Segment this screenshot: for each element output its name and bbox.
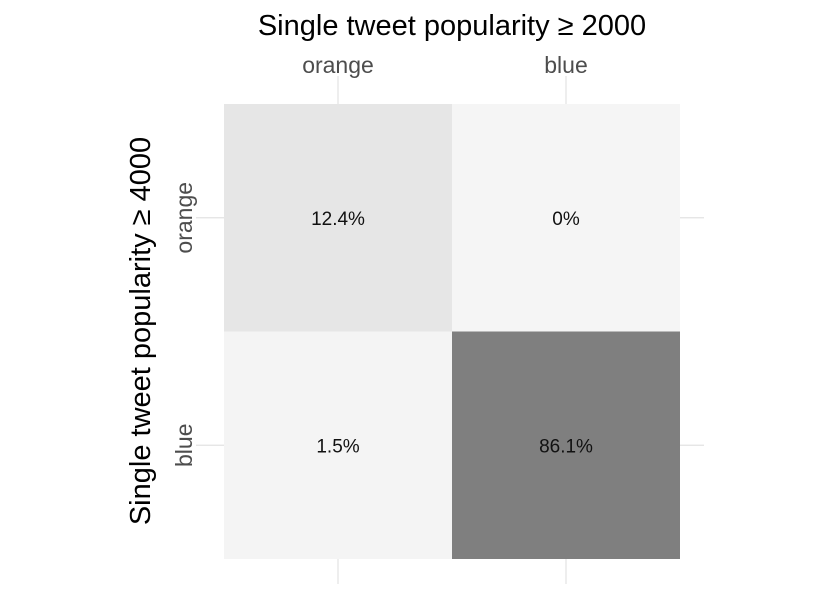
x-axis-title: Single tweet popularity ≥ 2000 bbox=[258, 10, 646, 42]
y-axis-tick-labels: orange blue bbox=[171, 182, 197, 467]
cell-label-blue-orange: 1.5% bbox=[316, 436, 359, 457]
cell-labels: 12.4% 0% 1.5% 86.1% bbox=[311, 209, 593, 458]
heatmap-cells bbox=[224, 104, 680, 559]
x-axis-tick-labels: orange blue bbox=[302, 52, 588, 78]
x-tick-label-blue: blue bbox=[544, 52, 587, 78]
cell-label-orange-orange: 12.4% bbox=[311, 209, 365, 230]
y-axis-title: Single tweet popularity ≥ 4000 bbox=[125, 137, 157, 525]
heatmap-cell-orange-orange bbox=[224, 104, 452, 332]
heatmap-cell-blue-orange bbox=[224, 331, 452, 559]
x-tick-label-orange: orange bbox=[302, 52, 374, 78]
heatmap-cell-orange-blue bbox=[452, 104, 680, 332]
heatmap-cell-blue-blue bbox=[452, 331, 680, 559]
cell-label-orange-blue: 0% bbox=[552, 209, 580, 230]
y-tick-label-orange: orange bbox=[171, 182, 197, 254]
y-tick-label-blue: blue bbox=[171, 424, 197, 467]
cell-label-blue-blue: 86.1% bbox=[539, 436, 593, 457]
